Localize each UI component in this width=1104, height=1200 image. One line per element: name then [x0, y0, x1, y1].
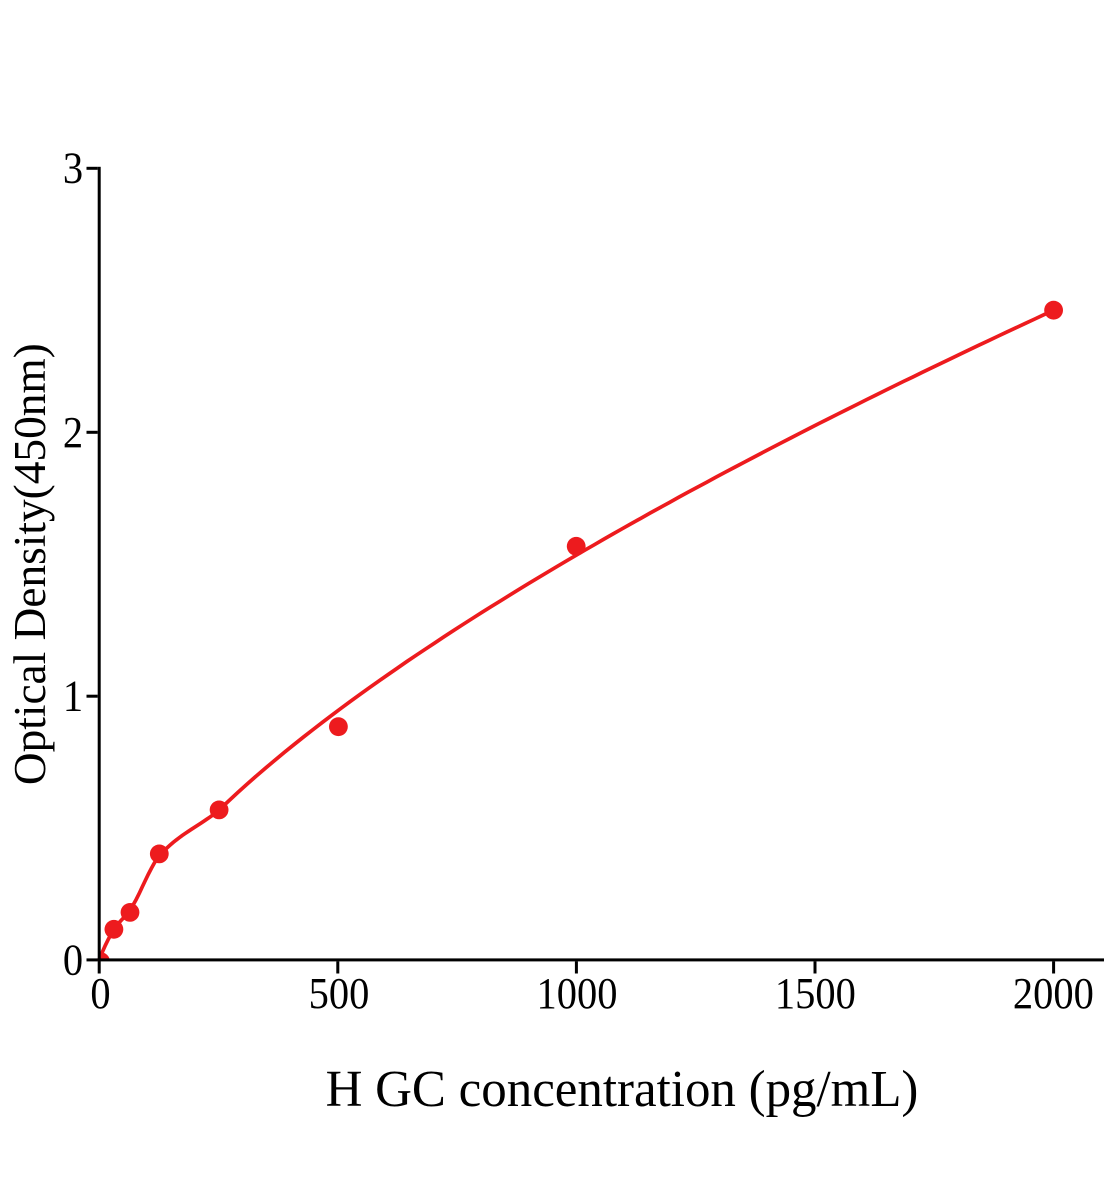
svg-text:0: 0	[63, 936, 83, 985]
svg-text:0: 0	[90, 969, 110, 1018]
svg-text:500: 500	[309, 969, 370, 1018]
svg-text:1: 1	[63, 672, 83, 721]
svg-text:1500: 1500	[775, 969, 856, 1018]
svg-text:Optical Density(450nm): Optical Density(450nm)	[4, 343, 55, 785]
svg-text:1000: 1000	[537, 969, 618, 1018]
svg-text:2000: 2000	[1013, 969, 1094, 1018]
svg-text:2: 2	[63, 408, 83, 457]
svg-text:3: 3	[63, 144, 83, 193]
svg-text:H GC concentration (pg/mL): H GC concentration (pg/mL)	[326, 1060, 919, 1118]
